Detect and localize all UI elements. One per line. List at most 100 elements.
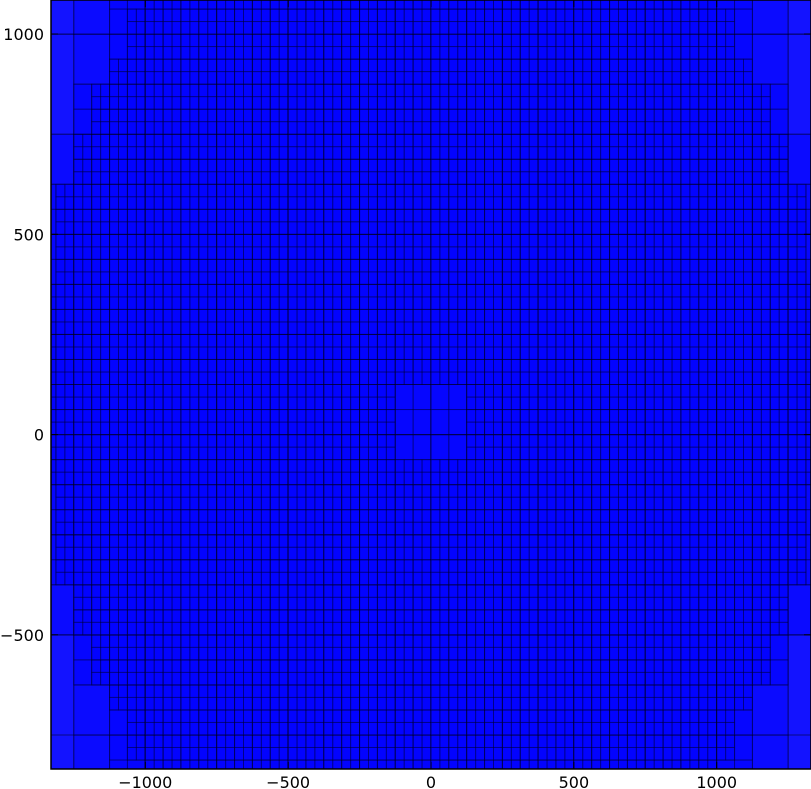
quadtree-cell — [555, 596, 566, 611]
quadtree-cell — [707, 659, 718, 673]
quadtree-cell — [73, 346, 84, 360]
quadtree-cell — [341, 571, 352, 586]
quadtree-cell — [251, 183, 262, 198]
quadtree-cell — [118, 434, 128, 448]
quadtree-cell — [359, 734, 378, 761]
quadtree-cell — [171, 571, 182, 586]
quadtree-cell — [305, 759, 325, 769]
quadtree-cell — [269, 596, 280, 611]
quadtree-cell — [484, 546, 495, 561]
quadtree-cell — [332, 346, 343, 360]
quadtree-cell — [180, 684, 218, 736]
quadtree-cell — [144, 684, 182, 736]
quadtree-cell — [760, 446, 771, 461]
quadtree-cell — [126, 559, 137, 573]
quadtree-cell — [644, 434, 655, 448]
quadtree-cell — [743, 659, 753, 673]
quadtree-cell — [287, 671, 298, 686]
quadtree-cell — [582, 671, 593, 686]
quadtree-cell — [243, 133, 253, 148]
quadtree-cell — [376, 371, 387, 386]
quadtree-cell — [385, 521, 396, 536]
quadtree-cell — [118, 321, 128, 335]
quadtree-cell — [707, 534, 718, 548]
quadtree-cell — [716, 471, 727, 486]
quadtree-cell — [626, 584, 637, 598]
quadtree-cell — [135, 546, 146, 561]
quadtree-cell — [64, 509, 75, 523]
quadtree-cell — [412, 759, 432, 769]
quadtree-cell — [144, 434, 432, 769]
quadtree-cell — [55, 409, 66, 423]
quadtree-cell — [243, 459, 253, 473]
quadtree-cell — [153, 271, 164, 285]
quadtree-cell — [180, 446, 191, 461]
quadtree-cell — [109, 434, 128, 461]
quadtree-cell — [118, 509, 128, 523]
quadtree-cell — [225, 271, 236, 285]
quadtree-cell — [153, 521, 164, 536]
quadtree-cell — [269, 446, 280, 461]
quadtree-cell — [225, 609, 236, 623]
quadtree-cell — [626, 596, 637, 611]
quadtree-cell — [269, 734, 280, 748]
quadtree-cell — [269, 709, 280, 723]
quadtree-cell — [180, 434, 218, 486]
quadtree-cell — [394, 609, 405, 623]
quadtree-cell — [653, 434, 664, 448]
quadtree-cell — [698, 484, 709, 498]
quadtree-cell — [769, 534, 780, 548]
quadtree-cell — [439, 596, 450, 611]
quadtree-cell — [368, 509, 378, 523]
quadtree-cell — [82, 296, 93, 310]
quadtree-cell — [189, 271, 200, 285]
quadtree-cell — [493, 484, 503, 498]
quadtree-cell — [100, 221, 111, 235]
quadtree-cell — [305, 459, 316, 473]
quadtree-cell — [457, 709, 468, 723]
quadtree-cell — [251, 333, 262, 348]
quadtree-cell — [126, 221, 137, 235]
quadtree-cell — [662, 521, 673, 536]
quadtree-cell — [475, 471, 486, 486]
quadtree-cell — [448, 459, 459, 473]
quadtree-cell — [144, 83, 155, 98]
quadtree-cell — [707, 459, 718, 473]
quadtree-cell — [430, 283, 441, 298]
quadtree-cell — [278, 258, 289, 273]
quadtree-cell — [314, 321, 325, 335]
quadtree-cell — [341, 596, 352, 611]
quadtree-cell — [528, 571, 539, 586]
quadtree-cell — [278, 133, 289, 148]
quadtree-cell — [144, 459, 155, 473]
quadtree-cell — [439, 371, 450, 386]
quadtree-cell — [153, 584, 164, 598]
quadtree-cell — [243, 233, 253, 248]
quadtree-cell — [171, 546, 182, 561]
quadtree-cell — [769, 434, 780, 448]
quadtree-cell — [707, 734, 718, 748]
quadtree-cell — [198, 371, 209, 386]
quadtree-cell — [198, 721, 209, 736]
quadtree-cell — [707, 634, 718, 648]
quadtree-cell — [171, 283, 182, 298]
quadtree-cell — [296, 221, 307, 235]
quadtree-cell — [510, 434, 521, 448]
quadtree-cell — [234, 183, 244, 198]
quadtree-cell — [287, 546, 298, 561]
quadtree-cell — [180, 71, 191, 85]
quadtree-cell — [528, 471, 539, 486]
quadtree-cell — [189, 634, 200, 648]
quadtree-cell — [243, 521, 253, 536]
quadtree-cell — [269, 546, 280, 561]
quadtree-cell — [475, 734, 486, 748]
quadtree-cell — [162, 133, 173, 148]
quadtree-cell — [385, 308, 396, 323]
quadtree-cell — [403, 108, 414, 123]
quadtree-cell — [135, 709, 146, 723]
quadtree-cell — [403, 233, 414, 248]
quadtree-cell — [537, 634, 548, 648]
quadtree-cell — [635, 546, 646, 561]
quadtree-cell — [564, 659, 575, 673]
